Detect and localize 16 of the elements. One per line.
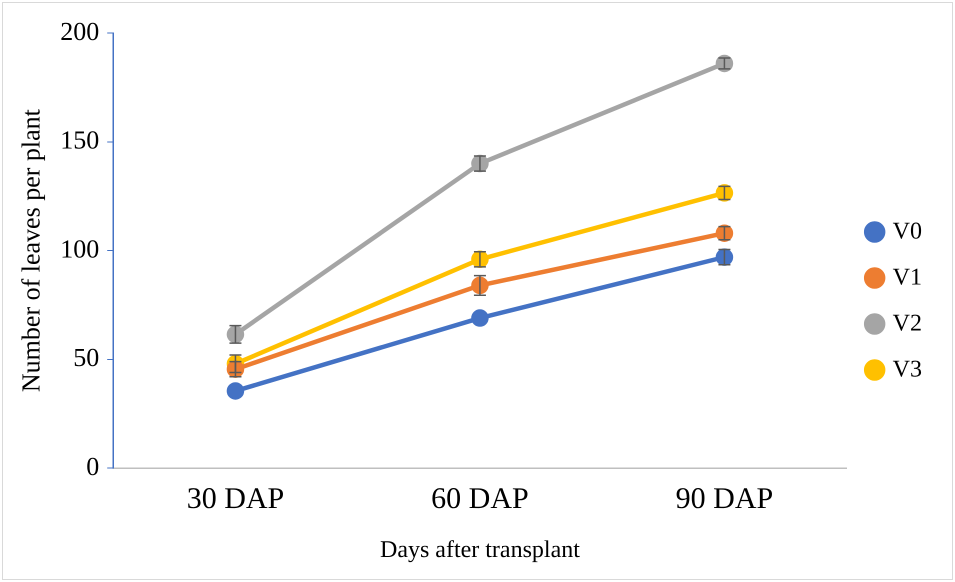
legend-label: V2 [892,310,922,336]
y-tick-label: 50 [73,343,100,372]
point [471,309,489,327]
y-tick-label: 0 [86,452,100,482]
x-tick-label: 30 DAP [186,482,284,516]
legend-label: V3 [892,356,922,382]
y-axis-title: Number of leaves per plant [16,108,46,392]
x-axis-title: Days after transplant [380,536,580,563]
y-tick-label: 150 [60,126,100,155]
point [226,382,244,400]
x-tick-label: 60 DAP [431,482,529,516]
y-tick-label: 100 [60,234,100,264]
y-tick-label: 200 [60,16,100,46]
legend-label: V1 [892,264,922,290]
legend-label: V0 [892,218,922,244]
x-tick-label: 90 DAP [676,482,774,516]
